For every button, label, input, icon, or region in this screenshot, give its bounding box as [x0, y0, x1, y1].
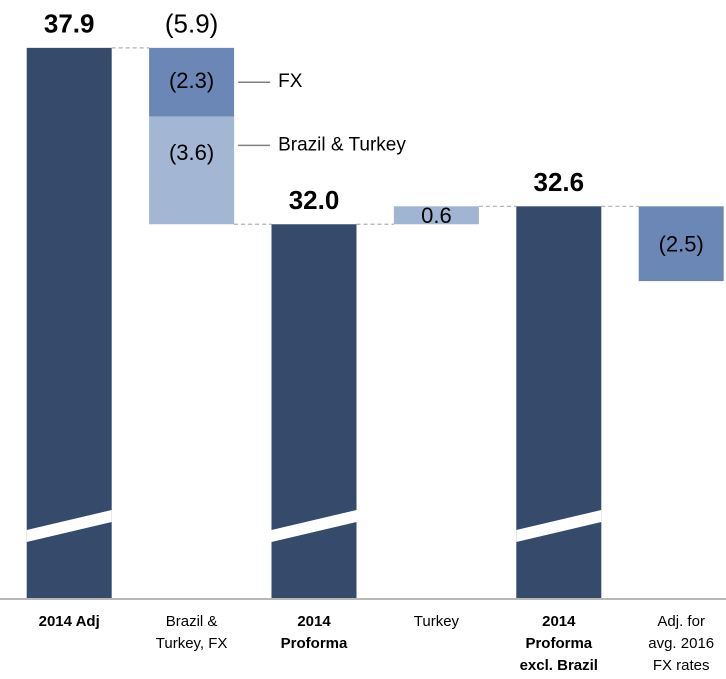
value-label: 32.6 [533, 167, 584, 197]
value-label: (2.5) [659, 232, 704, 257]
axis-break [271, 510, 357, 542]
total-bar [26, 47, 112, 599]
total-bar [271, 224, 357, 598]
axis-break [26, 510, 112, 542]
total-bar [516, 206, 602, 598]
x-tick-label: Proforma [281, 635, 348, 652]
axis-break [516, 510, 602, 542]
x-tick-label: Turkey [414, 613, 460, 630]
x-tick-label: Brazil & [166, 613, 218, 630]
legend-label: Brazil & Turkey [278, 134, 406, 155]
x-tick-label: FX rates [653, 657, 710, 674]
x-tick-label: 2014 [542, 613, 576, 630]
segment-label: (3.6) [169, 140, 214, 165]
x-tick-label: Adj. for [657, 613, 705, 630]
legend-label: FX [278, 71, 303, 92]
x-tick-label: Proforma [525, 635, 592, 652]
value-label: 32.0 [289, 185, 340, 215]
delta-bar [638, 206, 724, 282]
value-label: 37.9 [44, 9, 95, 39]
x-tick-label: 2014 Adj [39, 613, 100, 630]
x-tick-label: avg. 2016 [648, 635, 714, 652]
value-label: (5.9) [165, 9, 218, 39]
x-tick-label: Turkey, FX [156, 635, 228, 652]
segment-bar [149, 47, 235, 117]
segment-label: (2.3) [169, 68, 214, 93]
x-tick-label: excl. Brazil [520, 657, 598, 674]
segment-bar [149, 116, 235, 225]
x-tick-label: 2014 [297, 613, 331, 630]
delta-bar [393, 206, 479, 225]
value-label: 0.6 [421, 203, 452, 228]
